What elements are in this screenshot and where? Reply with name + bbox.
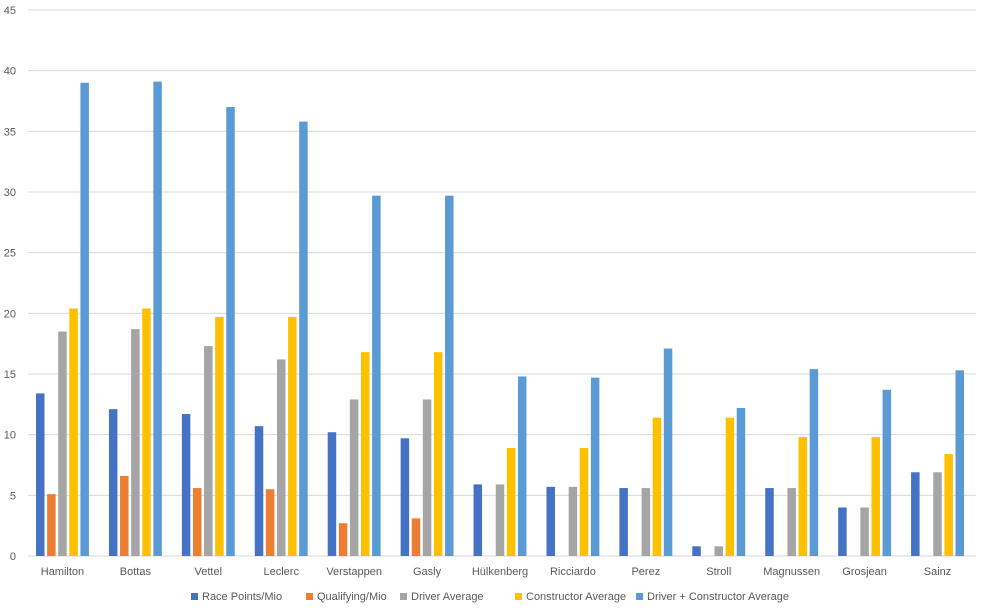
legend-label: Driver Average bbox=[411, 591, 484, 603]
bar-race-points-mio-2 bbox=[181, 414, 191, 556]
bar-constructor-average-12 bbox=[944, 454, 953, 556]
bar-race-points-mio-0 bbox=[36, 393, 45, 556]
legend-swatch bbox=[400, 593, 407, 600]
bar-driver-constructor-average-0 bbox=[80, 82, 89, 557]
y-tick-label: 5 bbox=[10, 490, 16, 502]
bar-constructor-average-1 bbox=[142, 308, 151, 556]
bar-driver-constructor-average-10 bbox=[809, 369, 819, 556]
x-category-label: Magnussen bbox=[763, 566, 820, 578]
y-tick-label: 0 bbox=[10, 551, 16, 563]
bar-constructor-average-8 bbox=[652, 417, 662, 556]
x-category-label: Stroll bbox=[706, 566, 731, 578]
bar-driver-average-5 bbox=[422, 399, 432, 556]
bar-driver-average-7 bbox=[568, 486, 578, 556]
bar-qualifying-mio-0 bbox=[47, 494, 56, 556]
legend-label: Constructor Average bbox=[526, 591, 626, 603]
legend-swatch bbox=[191, 593, 198, 600]
bar-race-points-mio-1 bbox=[108, 409, 118, 556]
bar-qualifying-mio-1 bbox=[120, 475, 129, 556]
bar-driver-average-4 bbox=[349, 399, 359, 556]
legend-swatch bbox=[515, 593, 522, 600]
bar-constructor-average-0 bbox=[69, 308, 78, 556]
bar-qualifying-mio-3 bbox=[265, 489, 275, 556]
y-tick-label: 25 bbox=[4, 248, 16, 260]
bar-driver-constructor-average-12 bbox=[955, 370, 964, 556]
bar-driver-constructor-average-9 bbox=[736, 407, 746, 556]
bar-race-points-mio-4 bbox=[327, 432, 337, 556]
legend-label: Qualifying/Mio bbox=[317, 591, 387, 603]
y-axis-ticks: 0 5 10 15 20 25 30 35 40 45 bbox=[4, 5, 16, 563]
bar-constructor-average-7 bbox=[579, 448, 589, 556]
bar-driver-average-3 bbox=[276, 359, 286, 556]
bar-race-points-mio-11 bbox=[838, 507, 847, 556]
bar-qualifying-mio-5 bbox=[411, 518, 421, 556]
bar-constructor-average-3 bbox=[288, 316, 297, 556]
bar-race-points-mio-3 bbox=[254, 426, 264, 556]
bar-constructor-average-4 bbox=[361, 352, 370, 556]
x-category-label: Ricciardo bbox=[550, 566, 596, 578]
bar-race-points-mio-10 bbox=[765, 488, 774, 556]
legend-label: Driver + Constructor Average bbox=[647, 591, 789, 603]
bar-driver-constructor-average-7 bbox=[590, 377, 600, 556]
bar-race-points-mio-8 bbox=[619, 488, 628, 556]
bar-constructor-average-10 bbox=[798, 437, 808, 556]
bar-qualifying-mio-2 bbox=[192, 488, 202, 556]
bar-driver-constructor-average-5 bbox=[445, 195, 454, 556]
bar-qualifying-mio-4 bbox=[338, 523, 348, 556]
bar-driver-average-2 bbox=[204, 346, 213, 556]
bar-driver-average-9 bbox=[714, 546, 724, 556]
x-axis-categories: Hamilton Bottas Vettel Leclerc Verstappen Gas… bbox=[41, 566, 952, 578]
y-tick-label: 20 bbox=[4, 308, 16, 320]
y-tick-label: 40 bbox=[4, 66, 16, 78]
x-category-label: Perez bbox=[631, 566, 660, 578]
y-tick-label: 45 bbox=[4, 5, 16, 17]
bar-constructor-average-2 bbox=[215, 316, 224, 556]
y-tick-label: 30 bbox=[4, 187, 16, 199]
bar-race-points-mio-5 bbox=[400, 438, 410, 556]
bar-driver-average-11 bbox=[860, 507, 869, 556]
legend: Race Points/Mio Qualifying/Mio Driver Aver… bbox=[191, 591, 789, 603]
legend-label: Race Points/Mio bbox=[202, 591, 282, 603]
x-category-label: Gasly bbox=[413, 566, 442, 578]
x-category-label: Leclerc bbox=[263, 566, 299, 578]
x-category-label: Hamilton bbox=[41, 566, 84, 578]
bar-driver-average-10 bbox=[787, 488, 796, 556]
legend-swatch bbox=[306, 593, 313, 600]
bar-driver-average-6 bbox=[495, 484, 505, 556]
y-tick-label: 35 bbox=[4, 126, 16, 138]
bar-constructor-average-9 bbox=[725, 417, 735, 556]
gridlines bbox=[28, 9, 976, 557]
bar-constructor-average-11 bbox=[871, 437, 880, 556]
bar-driver-average-0 bbox=[58, 331, 67, 556]
bar-race-points-mio-7 bbox=[546, 486, 555, 556]
x-category-label: Sainz bbox=[924, 566, 952, 578]
x-category-label: Grosjean bbox=[842, 566, 887, 578]
y-tick-label: 10 bbox=[4, 430, 16, 442]
bar-race-points-mio-6 bbox=[473, 484, 483, 556]
x-category-label: Verstappen bbox=[326, 566, 382, 578]
bar-driver-constructor-average-3 bbox=[299, 121, 308, 557]
bars bbox=[36, 81, 964, 557]
legend-swatch bbox=[636, 593, 643, 600]
bar-driver-constructor-average-11 bbox=[882, 389, 892, 556]
bar-driver-average-1 bbox=[131, 329, 140, 556]
bar-race-points-mio-12 bbox=[911, 472, 920, 556]
bar-driver-average-12 bbox=[933, 472, 942, 556]
bar-race-points-mio-9 bbox=[692, 546, 701, 556]
bar-constructor-average-6 bbox=[506, 448, 516, 556]
x-category-label: Bottas bbox=[120, 566, 152, 578]
bar-constructor-average-5 bbox=[433, 352, 443, 556]
bar-driver-constructor-average-4 bbox=[372, 195, 381, 556]
bar-driver-constructor-average-6 bbox=[517, 376, 527, 556]
bar-driver-constructor-average-8 bbox=[663, 348, 673, 556]
bar-driver-constructor-average-1 bbox=[153, 81, 162, 556]
bar-driver-constructor-average-2 bbox=[226, 107, 235, 557]
x-category-label: Hülkenberg bbox=[472, 566, 528, 578]
y-tick-label: 15 bbox=[4, 369, 16, 381]
x-category-label: Vettel bbox=[195, 566, 223, 578]
bar-driver-average-8 bbox=[641, 488, 651, 556]
